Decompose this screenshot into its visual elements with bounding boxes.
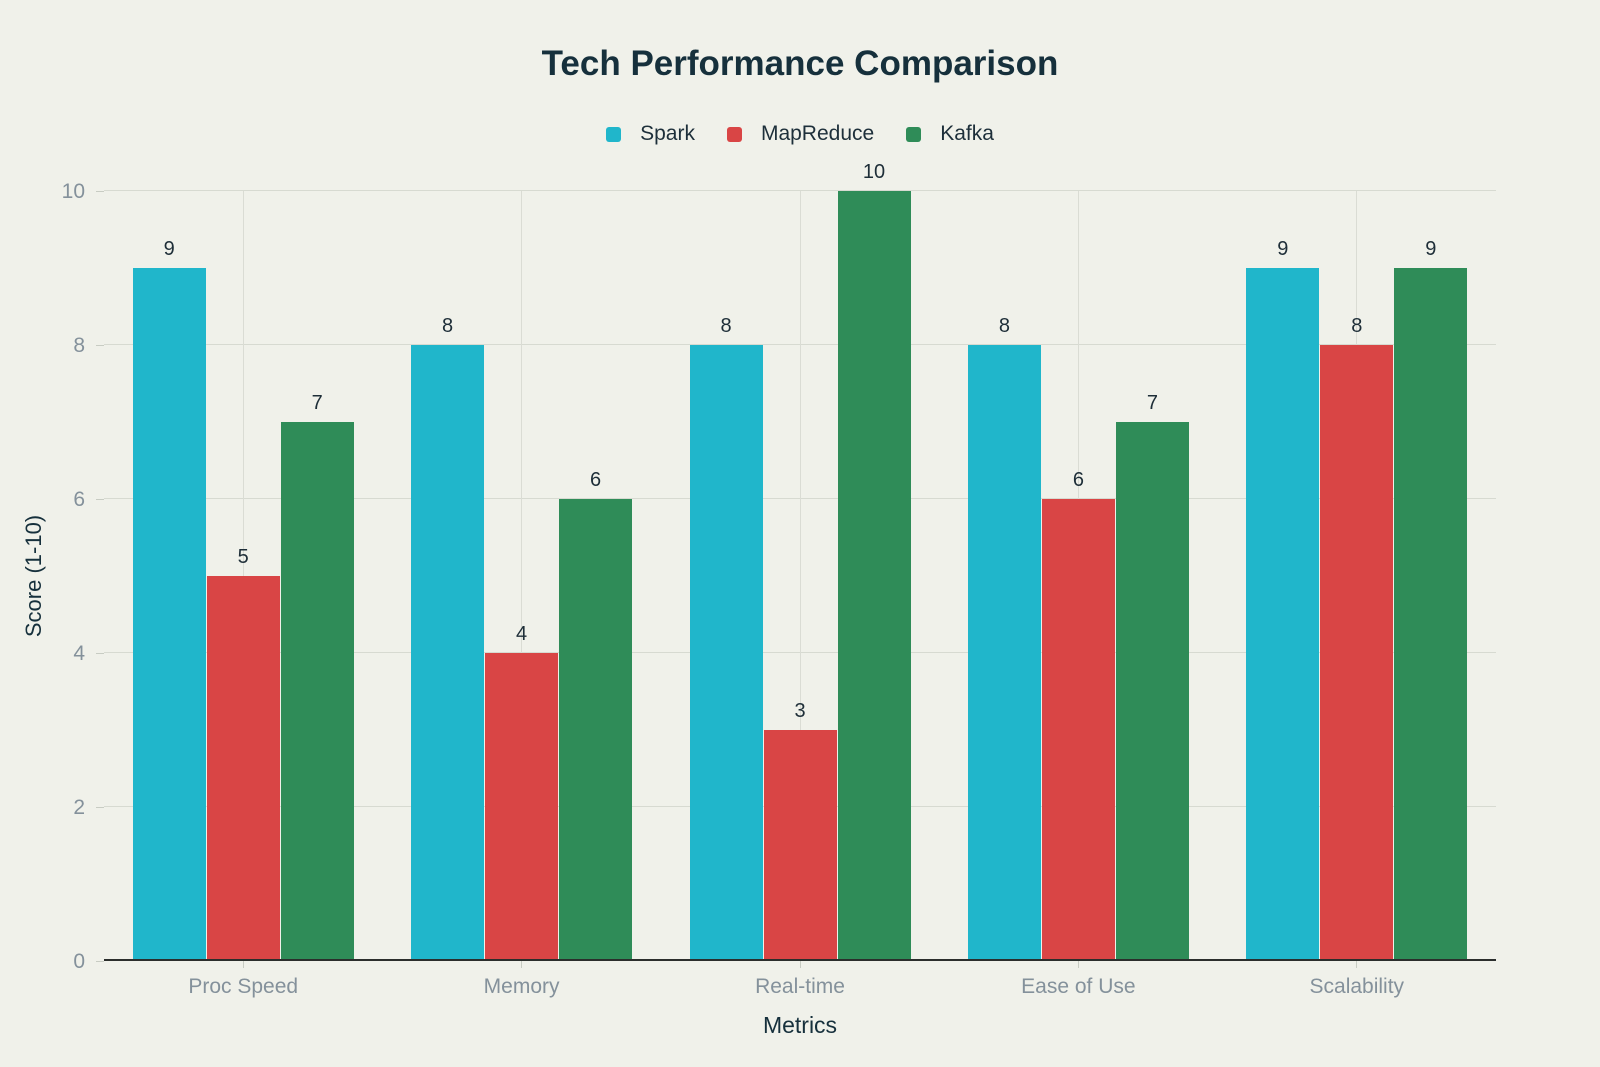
x-axis-title: Metrics (762, 1012, 838, 1038)
bar-mapreduce-scalability (1320, 345, 1394, 961)
legend-swatch-icon (906, 126, 922, 142)
legend-item-mapreduce[interactable]: MapReduce (726, 122, 875, 146)
y-tick-label: 6 (73, 487, 85, 511)
x-tick-mark (242, 961, 244, 968)
bar-value-label: 6 (1072, 469, 1084, 491)
bar-value-label: 8 (720, 315, 732, 337)
x-tick-mark (799, 961, 801, 968)
bar-value-label: 7 (1146, 392, 1158, 414)
y-tick-label: 0 (73, 949, 85, 973)
legend-item-kafka[interactable]: Kafka (906, 122, 994, 146)
bar-value-label: 9 (163, 238, 175, 260)
h-gridline (104, 190, 1496, 191)
y-tick-mark (96, 190, 104, 192)
bar-value-label: 10 (862, 161, 886, 183)
category-label: Memory (483, 975, 560, 998)
y-tick-label: 8 (73, 333, 85, 357)
y-tick-mark (96, 498, 104, 500)
category-label: Scalability (1309, 975, 1405, 998)
y-tick-mark (96, 960, 104, 962)
bar-spark-real-time (689, 345, 763, 961)
x-tick-mark (521, 961, 523, 968)
y-tick-label: 10 (61, 179, 85, 203)
legend-item-spark[interactable]: Spark (606, 122, 695, 146)
bar-kafka-proc-speed (280, 422, 354, 961)
legend-label: Kafka (940, 122, 994, 145)
bar-value-label: 8 (442, 315, 454, 337)
bar-value-label: 8 (1351, 315, 1363, 337)
y-tick-label: 2 (73, 795, 85, 819)
bar-mapreduce-real-time (763, 730, 837, 961)
bar-spark-scalability (1246, 268, 1320, 961)
bar-kafka-real-time (837, 191, 911, 961)
y-tick-label: 4 (73, 641, 85, 665)
chart-title: Tech Performance Comparison (541, 44, 1059, 83)
chart-legend: Spark MapReduce Kafka (0, 122, 1600, 146)
bar-spark-ease-of-use (967, 345, 1041, 961)
bar-value-label: 8 (998, 315, 1010, 337)
bar-value-label: 6 (590, 469, 602, 491)
x-tick-mark (1077, 961, 1079, 968)
category-label: Ease of Use (1021, 975, 1136, 998)
y-tick-mark (96, 806, 104, 808)
bar-value-label: 9 (1277, 238, 1289, 260)
bar-kafka-scalability (1394, 268, 1468, 961)
bar-value-label: 7 (311, 392, 323, 414)
bar-spark-proc-speed (132, 268, 206, 961)
legend-swatch-icon (726, 126, 742, 142)
bar-kafka-ease-of-use (1115, 422, 1189, 961)
plot-area: 0 2 4 6 8 10 Proc Speed 9 5 7 Memory 8 4 6 Real-time 8 3… (62, 162, 1496, 998)
legend-swatch-icon (606, 126, 622, 142)
bar-value-label: 5 (237, 546, 249, 568)
x-axis-line (104, 959, 1496, 961)
bar-mapreduce-ease-of-use (1041, 499, 1115, 961)
y-tick-mark (96, 652, 104, 654)
bar-kafka-memory (559, 499, 633, 961)
bar-value-label: 9 (1425, 238, 1437, 260)
category-label: Real-time (755, 975, 845, 998)
x-tick-mark (1356, 961, 1358, 968)
bar-mapreduce-proc-speed (206, 576, 280, 961)
bar-value-label: 4 (516, 623, 528, 645)
bar-mapreduce-memory (485, 653, 559, 961)
bar-value-label: 3 (794, 700, 806, 722)
legend-label: Spark (640, 122, 695, 145)
bar-spark-memory (411, 345, 485, 961)
legend-label: MapReduce (760, 122, 875, 145)
category-label: Proc Speed (188, 975, 299, 998)
y-tick-mark (96, 344, 104, 346)
v-gridline (521, 191, 523, 961)
v-gridline (799, 191, 801, 961)
